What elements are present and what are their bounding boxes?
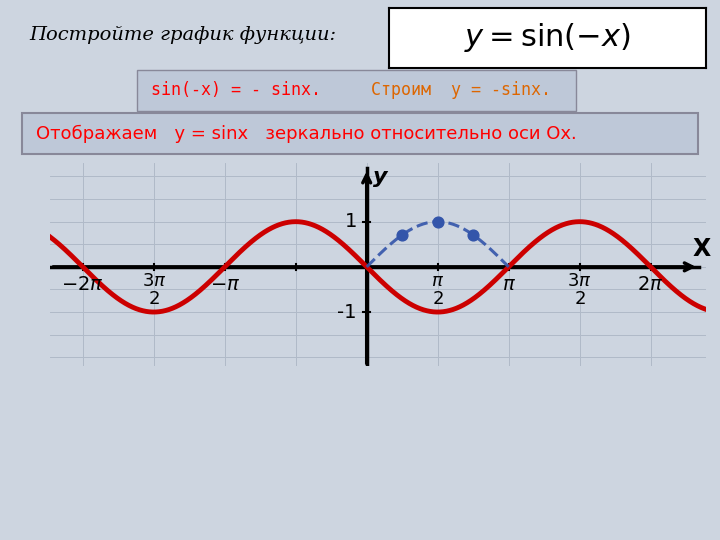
Point [397, 231, 408, 239]
Text: sin(-x) = - sinx.: sin(-x) = - sinx. [151, 81, 321, 99]
Text: Отображаем   y = sinx   зеркально относительно оси Ox.: Отображаем y = sinx зеркально относитель… [36, 125, 577, 143]
Point [432, 218, 444, 226]
Text: $-2\pi$: $-2\pi$ [61, 274, 104, 294]
Point [467, 231, 479, 239]
Text: $2$: $2$ [432, 291, 444, 308]
Text: $\pi$: $\pi$ [431, 272, 444, 291]
Text: $2$: $2$ [148, 291, 160, 308]
Text: $y = \sin(-x)$: $y = \sin(-x)$ [464, 21, 631, 55]
Text: $3\pi$: $3\pi$ [567, 272, 592, 291]
Text: $2$: $2$ [574, 291, 585, 308]
Text: 1: 1 [344, 212, 357, 231]
Text: $\pi$: $\pi$ [502, 274, 516, 294]
Text: X: X [693, 237, 711, 261]
Text: -1: -1 [337, 302, 357, 321]
Text: $3\pi$: $3\pi$ [142, 272, 166, 291]
Text: y: y [373, 166, 387, 186]
Text: $-\pi$: $-\pi$ [210, 274, 240, 294]
Text: Строим  y = -sinx.: Строим y = -sinx. [331, 81, 552, 99]
Text: Постройте график функции:: Постройте график функции: [29, 26, 336, 44]
Text: $2\pi$: $2\pi$ [637, 274, 664, 294]
